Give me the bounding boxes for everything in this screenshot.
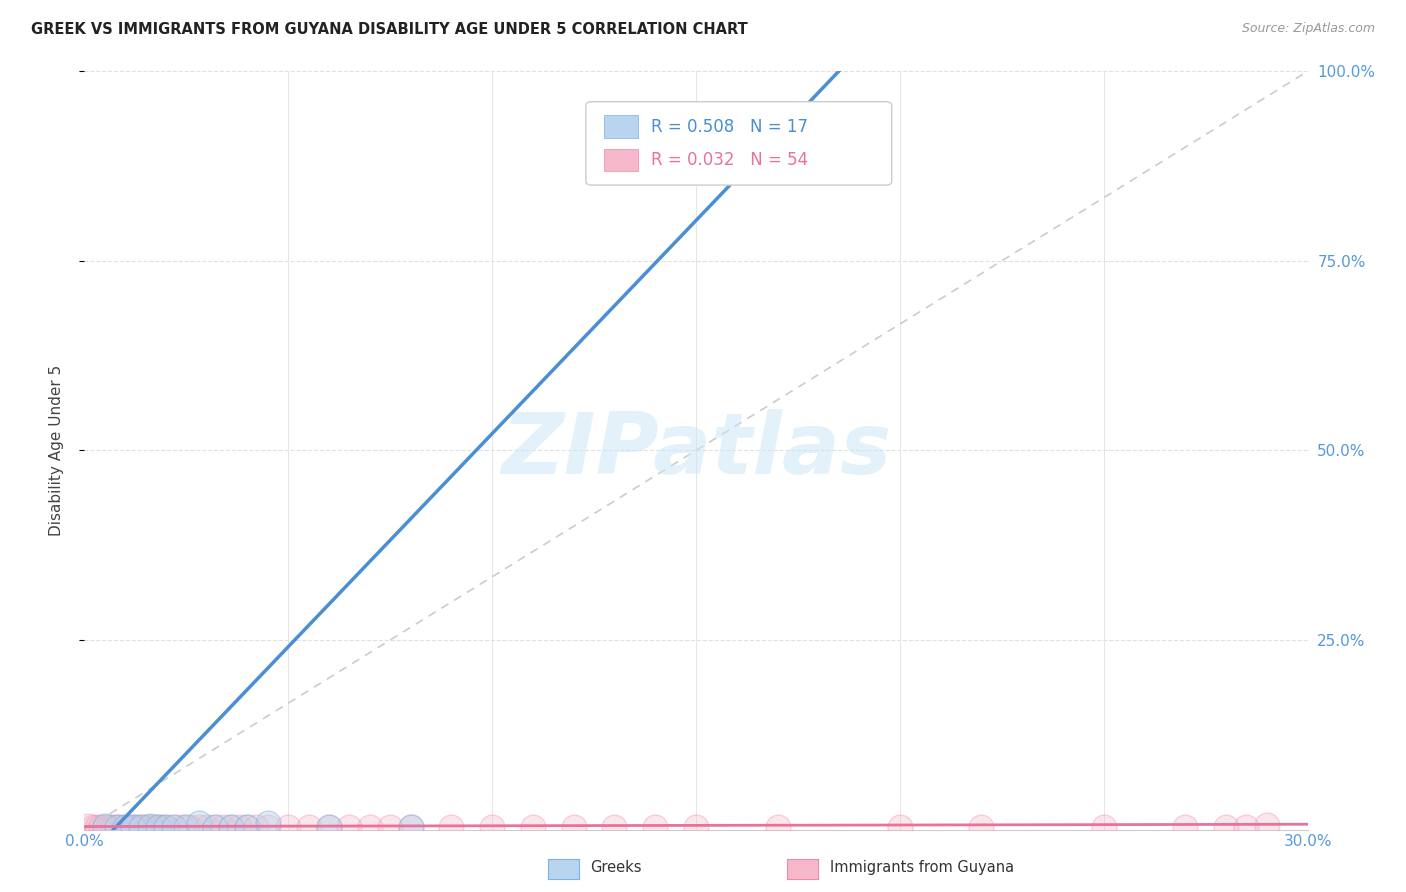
Point — [228, 820, 250, 834]
Point — [380, 820, 402, 834]
Point — [399, 820, 422, 834]
Point — [204, 820, 226, 834]
Point — [766, 820, 789, 834]
Point — [481, 820, 503, 834]
Point — [172, 820, 194, 834]
Point — [131, 820, 153, 834]
Point — [603, 820, 626, 834]
Point — [146, 820, 169, 834]
Point — [127, 820, 149, 834]
Point — [889, 820, 911, 834]
Point — [1256, 818, 1278, 832]
Text: GREEK VS IMMIGRANTS FROM GUYANA DISABILITY AGE UNDER 5 CORRELATION CHART: GREEK VS IMMIGRANTS FROM GUYANA DISABILI… — [31, 22, 748, 37]
Point — [122, 820, 145, 834]
Point — [138, 820, 160, 834]
Point — [101, 820, 124, 834]
Point — [219, 820, 242, 834]
Point — [122, 820, 145, 834]
Point — [93, 819, 115, 833]
Point — [118, 820, 141, 834]
Point — [204, 820, 226, 834]
Point — [644, 820, 666, 834]
Text: R = 0.032   N = 54: R = 0.032 N = 54 — [651, 151, 808, 169]
Point — [245, 820, 267, 834]
Point — [339, 820, 361, 834]
Point — [114, 820, 136, 834]
Point — [114, 820, 136, 834]
Point — [155, 820, 177, 834]
Bar — [605, 115, 638, 138]
Point — [298, 820, 321, 834]
Point — [142, 820, 165, 834]
Point — [562, 820, 585, 834]
Point — [82, 820, 104, 834]
Point — [110, 820, 132, 834]
Point — [212, 820, 235, 834]
Point — [138, 819, 160, 833]
Point — [163, 820, 186, 834]
Point — [257, 820, 280, 834]
Text: Source: ZipAtlas.com: Source: ZipAtlas.com — [1241, 22, 1375, 36]
Point — [685, 820, 707, 834]
Point — [150, 820, 173, 834]
Point — [236, 820, 259, 834]
Point — [219, 820, 242, 834]
Point — [257, 816, 280, 830]
Point — [277, 820, 299, 834]
Point — [1236, 820, 1258, 834]
Text: ZIPatlas: ZIPatlas — [501, 409, 891, 492]
Point — [135, 820, 157, 834]
Point — [236, 820, 259, 834]
Point — [359, 820, 381, 834]
Point — [1092, 820, 1115, 834]
Point — [93, 820, 115, 834]
FancyBboxPatch shape — [586, 102, 891, 186]
Point — [131, 820, 153, 834]
Point — [440, 820, 463, 834]
Point — [195, 820, 218, 834]
Point — [522, 820, 544, 834]
Point — [187, 816, 209, 830]
Point — [146, 820, 169, 834]
Point — [77, 819, 100, 833]
Point — [86, 820, 108, 834]
Point — [1215, 820, 1237, 834]
Bar — [605, 149, 638, 171]
Point — [318, 820, 340, 834]
Point — [105, 820, 128, 834]
Text: Immigrants from Guyana: Immigrants from Guyana — [830, 860, 1014, 874]
Point — [174, 820, 197, 834]
Text: Greeks: Greeks — [591, 860, 643, 874]
Point — [163, 820, 186, 834]
Point — [97, 820, 120, 834]
Point — [399, 820, 422, 834]
Point — [105, 820, 128, 834]
Point — [90, 820, 112, 834]
Point — [1174, 820, 1197, 834]
Point — [318, 820, 340, 834]
Point — [179, 820, 201, 834]
Point — [970, 820, 993, 834]
Text: R = 0.508   N = 17: R = 0.508 N = 17 — [651, 118, 807, 136]
Y-axis label: Disability Age Under 5: Disability Age Under 5 — [49, 365, 63, 536]
Point — [155, 820, 177, 834]
Point — [187, 820, 209, 834]
